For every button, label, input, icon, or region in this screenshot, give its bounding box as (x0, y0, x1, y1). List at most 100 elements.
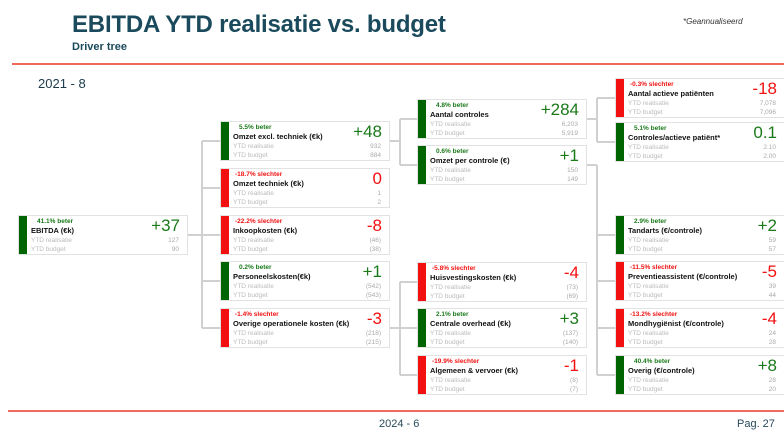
annualized-note: *Geannualiseerd (683, 17, 743, 26)
budget-label: YTD budget (233, 199, 268, 206)
node-overig[interactable]: 40.4% beter Overig (€/controle) YTD realis… (615, 355, 784, 395)
delta-value: -4 (761, 309, 777, 328)
budget-value: 7,096 (759, 109, 776, 116)
node-algemeen-vervoer[interactable]: -19.9% slechter Algemeen & vervoer (€k) YT… (417, 355, 587, 395)
budget-label: YTD budget (430, 386, 465, 393)
realisatie-value: (8) (570, 377, 578, 384)
variance-percent: -22.2% slechter (235, 218, 283, 225)
status-bar (221, 309, 229, 347)
realisatie-label: YTD realisatie (430, 167, 471, 174)
node-aantal-actieve-patienten[interactable]: -0.3% slechter Aantal actieve patiënten YT… (615, 78, 784, 118)
budget-value: 149 (567, 176, 578, 183)
budget-value: (140) (562, 339, 578, 346)
delta-value: +1 (362, 262, 382, 281)
budget-value: (543) (365, 292, 381, 299)
node-mondhygienist[interactable]: -13.2% slechter Mondhygiënist (€/controle… (615, 308, 784, 348)
status-bar (616, 262, 624, 300)
status-bar (418, 309, 426, 347)
status-bar (418, 263, 426, 301)
budget-label: YTD budget (233, 246, 268, 253)
node-aantal-controles[interactable]: 4.8% beter Aantal controles YTD realisatie… (417, 99, 587, 139)
node-ebitda[interactable]: 41.1% beter EBITDA (€k) YTD realisatie YTD … (18, 215, 188, 255)
budget-label: YTD budget (628, 153, 663, 160)
footer-divider (8, 410, 784, 412)
metric-name: Overige operationele kosten (€k) (233, 319, 350, 328)
status-bar (616, 216, 624, 254)
delta-value: -5 (761, 262, 777, 281)
status-bar (418, 100, 426, 138)
status-bar (616, 309, 624, 347)
realisatie-label: YTD realisatie (31, 237, 72, 244)
node-omzet-techniek[interactable]: -18.7% slechter Omzet techniek (€k) YTD re… (220, 168, 390, 208)
metric-name: Aantal controles (430, 110, 489, 119)
node-controles-per-patient[interactable]: 5.1% beter Controles/actieve patiënt* YTD … (615, 122, 784, 162)
budget-value: 884 (370, 152, 381, 159)
realisatie-label: YTD realisatie (628, 100, 669, 107)
node-omzet-excl-techniek[interactable]: 5.5% beter Omzet excl. techniek (€k) YTD r… (220, 121, 390, 161)
node-overige-operationele-kosten[interactable]: -1.4% slechter Overige operationele koste… (220, 308, 390, 348)
status-bar (19, 216, 27, 254)
metric-name: Omzet per controle (€) (430, 156, 510, 165)
node-tandarts[interactable]: 2.9% beter Tandarts (€/controle) YTD reali… (615, 215, 784, 255)
variance-percent: 5.5% beter (239, 124, 272, 131)
budget-value: 2 (377, 199, 381, 206)
status-bar (418, 146, 426, 184)
realisatie-value: (46) (369, 237, 381, 244)
variance-percent: 5.1% beter (634, 125, 667, 132)
node-inkoopkosten[interactable]: -22.2% slechter Inkoopkosten (€k) YTD real… (220, 215, 390, 255)
budget-label: YTD budget (628, 292, 663, 299)
realisatie-label: YTD realisatie (233, 190, 274, 197)
realisatie-value: 39 (768, 283, 776, 290)
header-divider (12, 63, 784, 65)
node-centrale-overhead[interactable]: 2.1% beter Centrale overhead (€k) YTD real… (417, 308, 587, 348)
variance-percent: -13.2% slechter (630, 311, 678, 318)
realisatie-label: YTD realisatie (628, 144, 669, 151)
node-omzet-per-controle[interactable]: 0.6% beter Omzet per controle (€) YTD real… (417, 145, 587, 185)
metric-name: Mondhygiënist (€/controle) (628, 319, 724, 328)
metric-name: Algemeen & vervoer (€k) (430, 366, 518, 375)
budget-label: YTD budget (628, 109, 663, 116)
node-personeelskosten[interactable]: 0.2% beter Personeelskosten(€k) YTD realis… (220, 261, 390, 301)
delta-value: +8 (757, 356, 777, 375)
budget-label: YTD budget (430, 339, 465, 346)
realisatie-value: 6,203 (561, 121, 578, 128)
node-preventieassistent[interactable]: -11.5% slechter Preventieassistent (€/con… (615, 261, 784, 301)
status-bar (616, 123, 624, 161)
delta-value: -18 (752, 79, 777, 98)
status-bar (221, 122, 229, 160)
budget-label: YTD budget (233, 292, 268, 299)
budget-value: 20 (768, 386, 776, 393)
status-bar (221, 216, 229, 254)
realisatie-label: YTD realisatie (430, 377, 471, 384)
metric-name: Centrale overhead (€k) (430, 319, 511, 328)
budget-value: 57 (768, 246, 776, 253)
realisatie-label: YTD realisatie (233, 330, 274, 337)
footer-date: 2024 - 6 (379, 418, 420, 430)
metric-name: Personeelskosten(€k) (233, 272, 311, 281)
budget-value: 44 (768, 292, 776, 299)
realisatie-label: YTD realisatie (628, 330, 669, 337)
metric-name: Inkoopkosten (€k) (233, 226, 298, 235)
realisatie-label: YTD realisatie (430, 121, 471, 128)
status-bar (616, 356, 624, 394)
status-bar (616, 79, 624, 117)
budget-label: YTD budget (430, 293, 465, 300)
realisatie-label: YTD realisatie (628, 377, 669, 384)
realisatie-label: YTD realisatie (233, 237, 274, 244)
node-huisvestingskosten[interactable]: -5.8% slechter Huisvestingskosten (€k) YTD… (417, 262, 587, 302)
realisatie-label: YTD realisatie (233, 283, 274, 290)
delta-value: +1 (559, 146, 579, 165)
metric-name: Tandarts (€/controle) (628, 226, 703, 235)
realisatie-value: 7,078 (759, 100, 776, 107)
budget-label: YTD budget (31, 246, 66, 253)
metric-name: EBITDA (€k) (31, 226, 75, 235)
variance-percent: -0.3% slechter (630, 81, 674, 88)
realisatie-label: YTD realisatie (430, 330, 471, 337)
budget-label: YTD budget (233, 152, 268, 159)
metric-name: Huisvestingskosten (€k) (430, 273, 517, 282)
budget-label: YTD budget (233, 339, 268, 346)
metric-name: Omzet excl. techniek (€k) (233, 132, 323, 141)
realisatie-value: 2.10 (763, 144, 776, 151)
delta-value: -4 (563, 263, 579, 282)
